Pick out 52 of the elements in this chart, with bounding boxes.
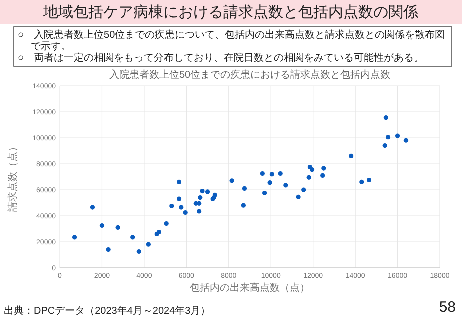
point <box>100 223 105 228</box>
point <box>198 196 203 200</box>
point <box>170 204 174 209</box>
point <box>349 154 354 158</box>
point <box>404 138 409 143</box>
point <box>320 173 326 178</box>
point <box>197 209 202 214</box>
x-axis-title: 包括内の出来高点数（点） <box>190 282 310 294</box>
point <box>242 186 248 191</box>
point <box>212 192 218 198</box>
point <box>395 134 400 138</box>
point <box>360 180 364 184</box>
point <box>260 171 265 176</box>
point <box>284 183 288 188</box>
point <box>200 189 205 194</box>
point <box>366 178 372 183</box>
y-axis-title: 請求点数（点） <box>7 142 19 212</box>
point <box>241 203 246 208</box>
point <box>302 188 306 192</box>
point <box>116 225 120 230</box>
point <box>179 205 184 210</box>
text: ○ 入院患者数上位50位までの疾患について、包括内の出来高点数と請求点数との関係を散布図で示す。 <box>18 29 446 52</box>
point <box>268 180 272 186</box>
point <box>306 175 312 180</box>
point <box>156 230 162 235</box>
point <box>72 235 78 240</box>
point <box>176 180 182 184</box>
point <box>296 194 301 200</box>
point <box>130 235 136 240</box>
point <box>310 168 315 172</box>
text: 58 <box>439 299 456 316</box>
point <box>270 172 274 177</box>
source-note: 出典：DPCデータ（2023年4月～2024年3月） <box>4 305 211 317</box>
text: ○ 両者は一定の相関をもって分布しており、在院日数との相関をみている可能性がある。 <box>18 52 424 64</box>
point <box>90 205 96 210</box>
chart-subtitle: 入院患者数上位50位までの疾患における請求点数と包括内点数 <box>109 69 391 81</box>
point <box>384 116 388 120</box>
point <box>176 196 182 202</box>
point <box>230 178 234 184</box>
point <box>183 210 188 216</box>
point <box>106 248 111 252</box>
point <box>164 222 169 226</box>
point <box>278 171 283 176</box>
point <box>136 249 142 254</box>
chart-title: 地域包括ケア病棟における請求点数と包括内点数の関係 <box>42 4 418 21</box>
point <box>205 190 210 194</box>
point <box>262 190 268 196</box>
point <box>382 144 388 148</box>
point <box>197 201 202 206</box>
point <box>146 242 151 247</box>
point <box>322 166 326 171</box>
point <box>386 135 391 140</box>
